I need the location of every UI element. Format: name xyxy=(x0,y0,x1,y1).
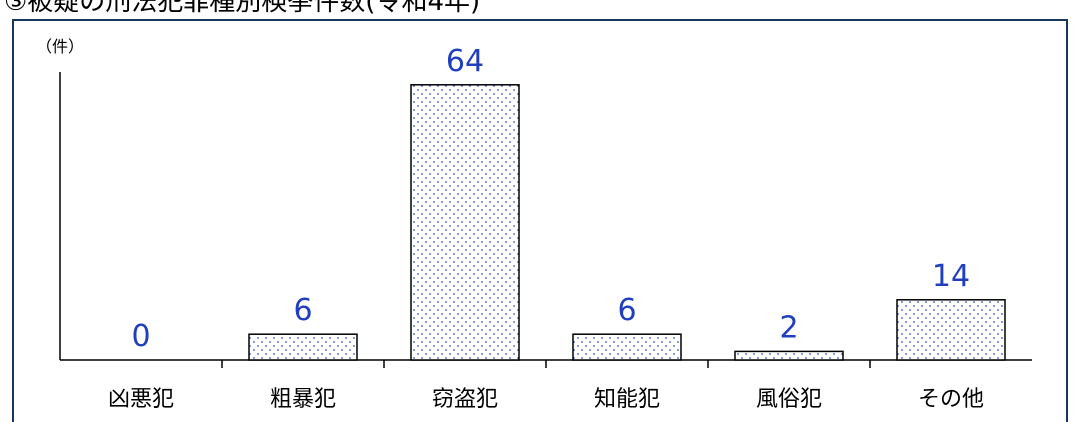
category-label-1: 粗暴犯 xyxy=(270,387,336,412)
data-label-0: 0 xyxy=(131,319,150,354)
bar-4 xyxy=(734,350,844,361)
category-label-4: 風俗犯 xyxy=(756,387,822,412)
category-label-0: 凶悪犯 xyxy=(108,387,174,412)
data-label-1: 6 xyxy=(293,293,312,328)
bar-2 xyxy=(410,84,520,361)
data-label-4: 2 xyxy=(779,310,798,345)
category-label-5: その他 xyxy=(918,387,984,412)
data-label-2: 64 xyxy=(446,44,484,79)
chart-frame xyxy=(12,19,1068,422)
category-label-3: 知能犯 xyxy=(594,387,660,412)
chart-title: ③被疑の刑法犯罪種別検挙件数(令和4年) xyxy=(4,0,480,17)
bar-5 xyxy=(896,299,1006,361)
y-axis-unit-label: （件） xyxy=(36,37,84,56)
bars-group xyxy=(248,84,1006,361)
x-axis-ticks xyxy=(221,360,871,368)
data-label-3: 6 xyxy=(617,293,636,328)
category-labels-group: 凶悪犯 粗暴犯 窃盗犯 知能犯 風俗犯 その他 xyxy=(108,387,984,412)
data-label-5: 14 xyxy=(932,259,970,294)
data-labels-group: 0 6 64 6 2 14 xyxy=(131,44,970,354)
bar-1 xyxy=(248,333,358,361)
bar-3 xyxy=(572,333,682,361)
category-label-2: 窃盗犯 xyxy=(432,387,498,412)
